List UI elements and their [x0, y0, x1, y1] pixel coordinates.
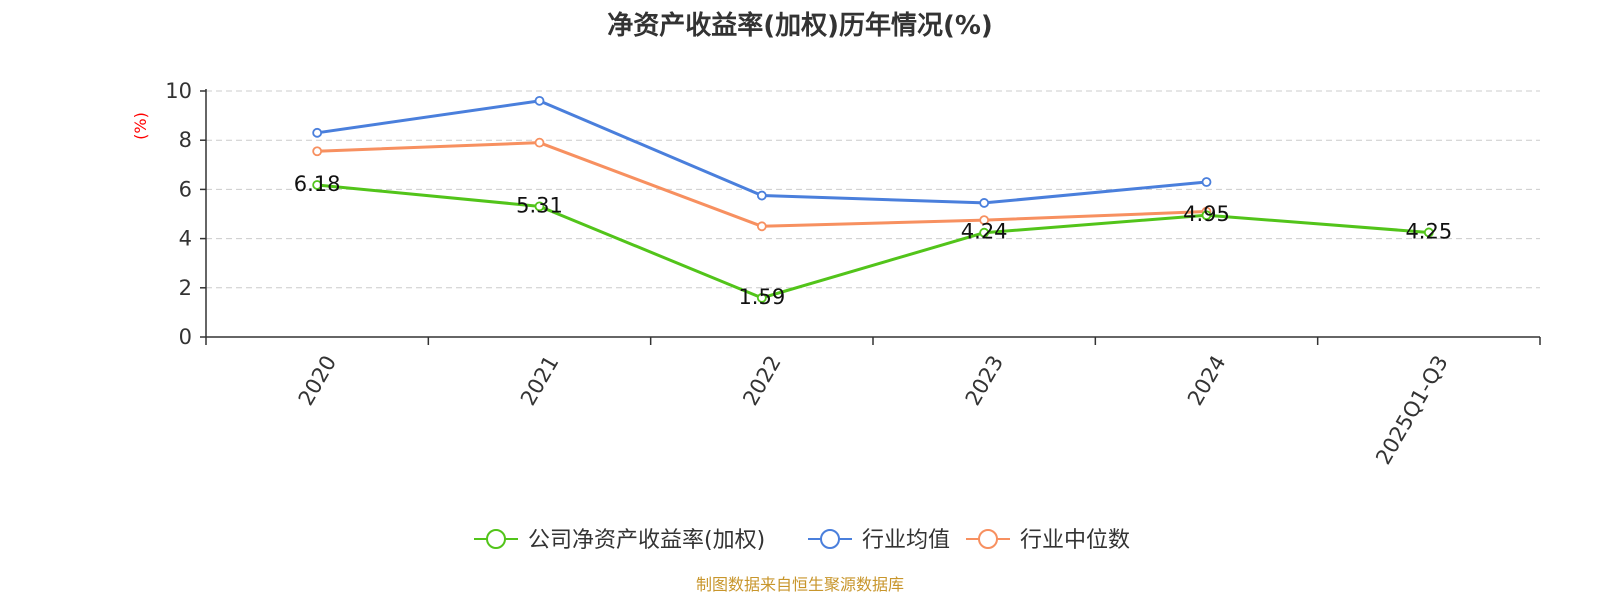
data-point: [534, 95, 545, 106]
data-point: [312, 146, 323, 157]
data-point: [979, 215, 990, 226]
y-tick-label: 2: [179, 276, 192, 300]
data-point: [312, 180, 323, 190]
x-tick-label: 2024: [1183, 351, 1231, 409]
x-tick-label: 2023: [961, 351, 1009, 409]
data-label: 4.95: [1183, 202, 1230, 226]
x-tick-label: 2021: [516, 351, 564, 409]
y-tick-label: 10: [165, 79, 192, 103]
x-axis-ticks: 2020 2021 2022 2023 2024 2025Q1-Q3: [205, 337, 1541, 469]
chart-title: 净资产收益率(加权)历年情况(%): [607, 10, 993, 41]
source-note: 制图数据来自恒生聚源数据库: [696, 575, 904, 594]
data-point: [979, 227, 990, 238]
data-label: 1.59: [738, 285, 785, 309]
data-point: [312, 127, 323, 138]
legend-label: 行业中位数: [1020, 528, 1130, 553]
y-tick-label: 0: [179, 325, 192, 349]
y-axis-ticks: 0 2 4 6 8 10: [165, 79, 206, 349]
series-points: [312, 95, 1434, 303]
y-axis-label: (%): [131, 112, 150, 140]
legend-item[interactable]: 行业均值: [808, 528, 950, 553]
legend-label: 行业均值: [862, 528, 950, 553]
data-point: [1201, 210, 1212, 221]
data-point: [979, 198, 990, 208]
legend-item[interactable]: 行业中位数: [966, 528, 1130, 553]
legend-marker: [820, 529, 840, 549]
x-tick-label: 2020: [294, 351, 342, 409]
series-line: [317, 183, 1429, 300]
x-tick-label: 2022: [738, 351, 786, 409]
data-point: [534, 201, 545, 212]
legend[interactable]: 公司净资产收益率(加权) 行业均值 行业中位数: [474, 528, 1130, 553]
data-point: [756, 292, 767, 303]
y-tick-label: 4: [179, 227, 192, 251]
data-point: [534, 137, 545, 148]
series-line: [316, 99, 1207, 205]
data-point: [756, 190, 767, 201]
y-tick-label: 6: [179, 177, 192, 201]
data-label: 5.31: [516, 193, 563, 217]
axes: [205, 89, 1540, 338]
data-label: 6.18: [294, 172, 341, 196]
series-line: [317, 141, 1207, 228]
data-label: 4.25: [1405, 219, 1452, 243]
data-label: 4.24: [961, 220, 1008, 244]
gridlines: [206, 90, 1540, 289]
legend-marker: [486, 529, 506, 549]
data-point: [1201, 177, 1212, 187]
data-point: [756, 221, 767, 232]
legend-item[interactable]: 公司净资产收益率(加权): [474, 528, 765, 553]
data-labels: 6.18 5.31 1.59 4.24 4.95 4.25: [294, 172, 1452, 309]
y-tick-label: 8: [179, 128, 192, 152]
data-point: [1423, 227, 1434, 238]
series-lines: [316, 99, 1429, 300]
x-tick-label: 2025Q1-Q3: [1371, 351, 1453, 468]
legend-label: 公司净资产收益率(加权): [528, 528, 765, 553]
legend-marker: [978, 529, 998, 549]
